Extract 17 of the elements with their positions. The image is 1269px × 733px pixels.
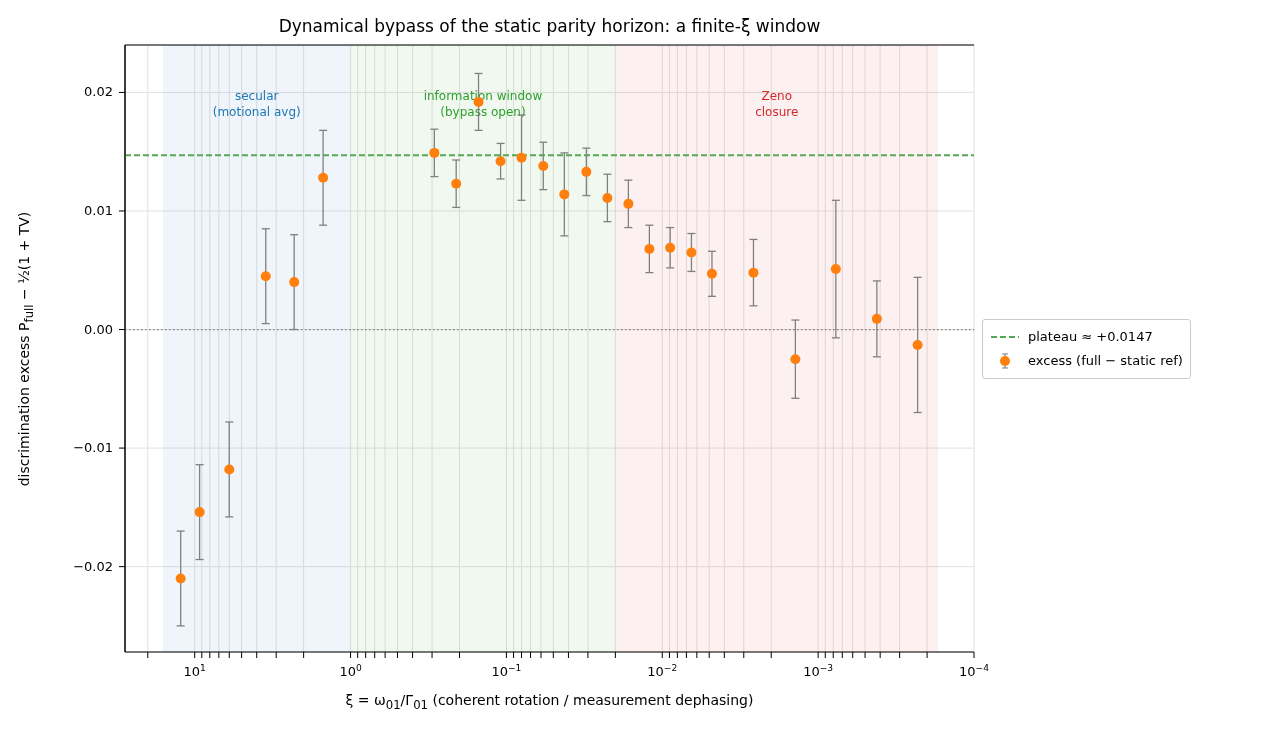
legend-label: plateau ≈ +0.0147 bbox=[1028, 329, 1153, 344]
legend-label: excess (full − static ref) bbox=[1028, 353, 1183, 368]
x-axis-title: ξ = ω$_{01}$/Γ$_{01}$ (coherent rotation / measurement dephasing) bbox=[344, 692, 755, 712]
x-tick-label: 10$^{1}$ bbox=[183, 663, 206, 679]
y-tick-label: 0.02 bbox=[84, 84, 113, 100]
x-tick-label: 10$^{−3}$ bbox=[803, 663, 834, 679]
x-tick-label: 10$^{−2}$ bbox=[647, 663, 678, 679]
y-tick-label: −0.01 bbox=[73, 440, 113, 456]
x-tick-label: 10$^{0}$ bbox=[339, 663, 362, 679]
x-tick-label: 10$^{−1}$ bbox=[491, 663, 522, 679]
chart-title: Dynamical bypass of the static parity horizon: a finite-ξ window bbox=[277, 16, 822, 36]
x-tick-label: 10$^{−4}$ bbox=[959, 663, 990, 679]
y-tick-label: 0.01 bbox=[84, 202, 113, 218]
y-tick-label: 0.00 bbox=[84, 321, 113, 337]
y-tick-label: −0.02 bbox=[73, 558, 113, 574]
band-label: Zeno closure bbox=[755, 89, 799, 119]
band-label: secular (motional avg) bbox=[212, 89, 301, 119]
